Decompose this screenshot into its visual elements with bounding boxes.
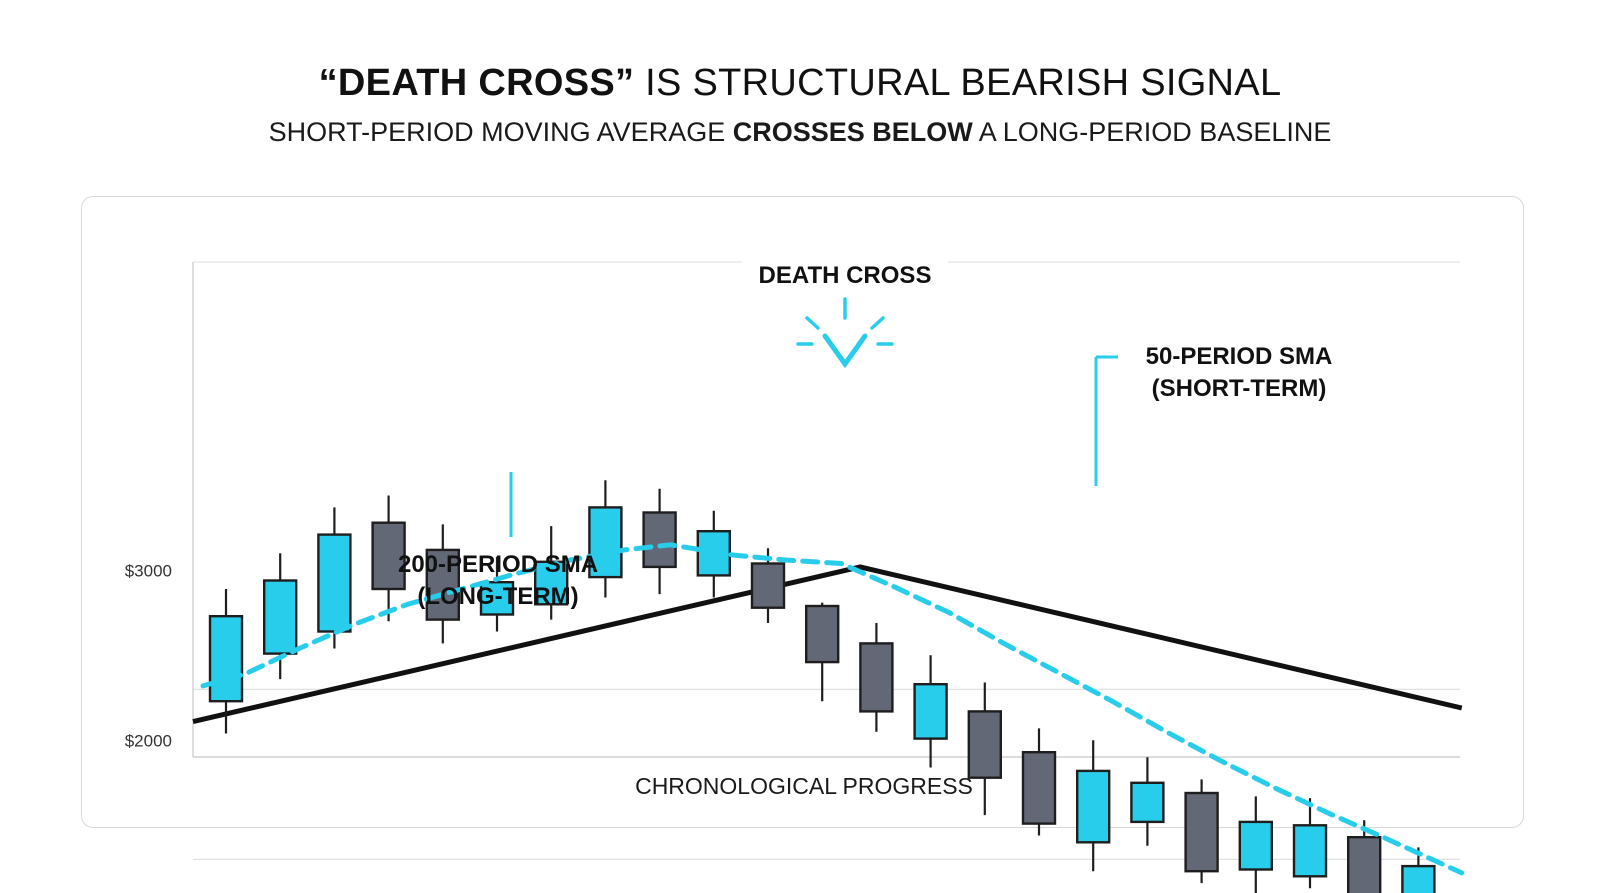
candle (805, 602, 840, 702)
x-axis-label: CHRONOLOGICAL PROGRESS (635, 773, 973, 799)
candle-body (1184, 791, 1219, 873)
candle (967, 682, 1002, 816)
burst-ray (870, 316, 885, 330)
chart-title-rest: IS STRUCTURAL BEARISH SIGNAL (634, 62, 1282, 104)
chart-subtitle-emphasis: CROSSES BELOW (732, 117, 973, 147)
short-sma-line (200, 542, 1465, 876)
candle-body (1401, 864, 1436, 893)
candle (1184, 779, 1219, 884)
chart-card (81, 196, 1524, 828)
candle (479, 556, 515, 632)
candle-body (317, 533, 352, 633)
candle (1238, 796, 1274, 893)
burst-ray (805, 316, 820, 330)
chart-title: “DEATH CROSS” IS STRUCTURAL BEARISH SIGN… (0, 62, 1600, 105)
short-sma-label-line1: 50-PERIOD SMA (1146, 343, 1333, 370)
candle (588, 480, 623, 598)
long-sma-label-line1: 200-PERIOD SMA (398, 551, 598, 578)
candle-body (805, 604, 840, 664)
candle (859, 623, 894, 732)
candle (1021, 728, 1057, 836)
candle-body (208, 615, 244, 703)
candle-body (371, 521, 406, 591)
y-tick-label: $2000 (125, 731, 172, 750)
candle-body (1021, 751, 1057, 825)
candle (371, 495, 406, 622)
short-sma-layer (200, 542, 1465, 876)
candle (1401, 847, 1436, 893)
candle-body (1238, 820, 1274, 871)
candle-body (859, 642, 894, 713)
candle-body (425, 548, 460, 621)
long-sma-line (192, 564, 1463, 725)
death-cross-label: DEATH CROSS (759, 262, 932, 289)
axis-layer: $1000$2000$3000 (125, 262, 1460, 758)
candle (208, 589, 244, 734)
chart-title-emphasis: “DEATH CROSS” (318, 62, 635, 104)
candle (1346, 820, 1382, 893)
death-cross-label-bg (742, 258, 948, 292)
candle-body (1075, 769, 1111, 844)
candle-body (588, 506, 623, 579)
candle (425, 524, 460, 644)
candle (642, 488, 677, 595)
candle-body (967, 710, 1002, 779)
candle-body (1130, 781, 1165, 824)
death-cross-chevron (822, 333, 868, 369)
candle (1292, 798, 1328, 889)
candle-body (263, 579, 298, 655)
short-sma-label-line2: (SHORT-TERM) (1152, 375, 1327, 402)
candle-body (913, 683, 948, 740)
candle (1130, 757, 1165, 846)
candle (913, 655, 948, 768)
chart-subtitle-start: SHORT-PERIOD MOVING AVERAGE (268, 117, 733, 147)
candle (1075, 740, 1111, 872)
candle-layer (208, 480, 1436, 893)
candle-body (750, 562, 786, 609)
candle-body (1346, 836, 1382, 893)
chart-subtitle-end: A LONG-PERIOD BASELINE (972, 117, 1332, 147)
candle-body (1292, 824, 1328, 878)
long-sma-layer (192, 564, 1463, 725)
candle-body (642, 511, 677, 569)
y-tick-label: $3000 (125, 561, 172, 580)
death-cross-marker (796, 297, 894, 369)
long-sma-label-line2: (LONG-TERM) (417, 583, 578, 610)
candle-body (479, 581, 515, 616)
annotation-layer: DEATH CROSS 50-PERIOD SMA (SHORT-TERM) 200-… (398, 258, 1332, 610)
chart-subtitle: SHORT-PERIOD MOVING AVERAGE CROSSES BELO… (0, 117, 1600, 148)
